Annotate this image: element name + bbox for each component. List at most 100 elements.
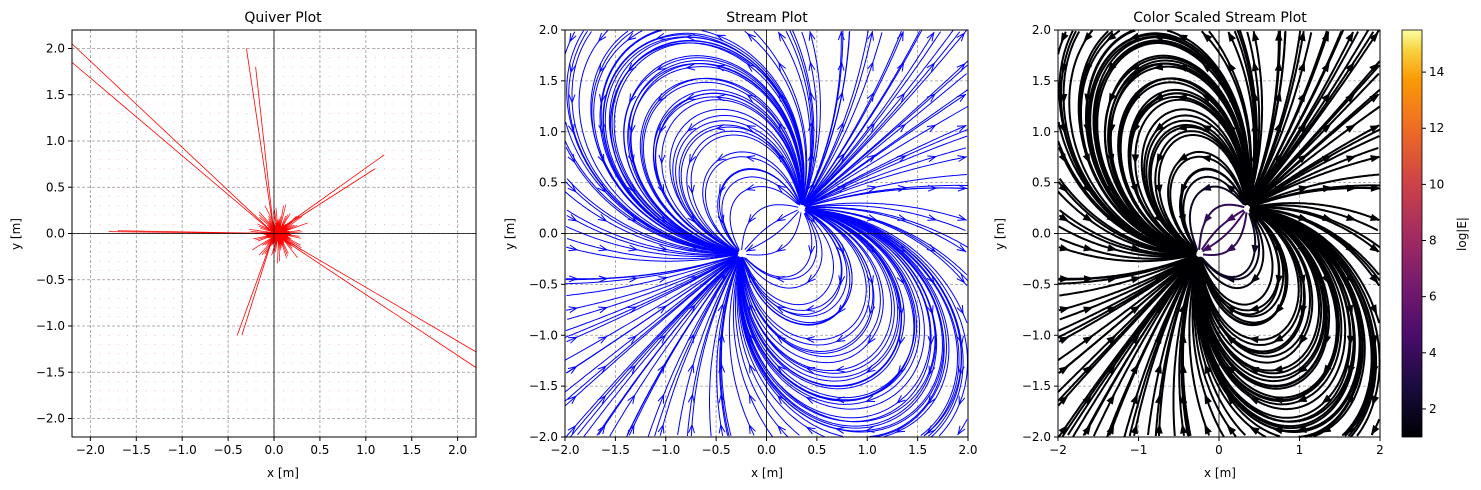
stream-arrowhead	[1106, 306, 1118, 314]
streamline	[1248, 31, 1354, 206]
streamline	[744, 209, 798, 251]
stream-arrowhead	[567, 124, 575, 134]
stream-arrowhead	[1154, 122, 1165, 132]
stream-arrowhead	[745, 184, 756, 191]
stream-arrowhead	[837, 91, 845, 102]
streamline	[568, 30, 739, 255]
streamline	[717, 168, 800, 250]
x-tick-label: −1.5	[601, 443, 630, 457]
streamline	[1058, 254, 1197, 332]
stream-arrowhead	[1369, 94, 1380, 103]
streamline	[721, 176, 800, 252]
stream-arrowhead	[1227, 31, 1236, 42]
stream-arrowhead	[746, 94, 756, 102]
stream-arrowhead	[627, 364, 637, 374]
x-tick-label: 0.5	[807, 443, 826, 457]
stream-arrowhead	[657, 334, 667, 344]
streamline	[630, 62, 803, 254]
streamline	[566, 238, 738, 260]
streamline	[1092, 255, 1199, 437]
streamline	[1181, 258, 1199, 437]
y-tick-label: −1.0	[1022, 328, 1051, 342]
stream-arrowhead	[1154, 333, 1163, 344]
x-tick-label: −1.0	[168, 443, 197, 457]
stream-arrowhead	[1321, 123, 1332, 133]
streamline	[565, 225, 738, 257]
y-tick-label: −1.0	[36, 319, 65, 333]
stream-arrowhead	[804, 336, 815, 343]
stream-arrowhead	[597, 336, 608, 344]
streamline	[803, 31, 904, 206]
stream-arrowhead	[1176, 64, 1188, 72]
stream-arrowhead	[835, 334, 846, 343]
streamline	[566, 246, 737, 262]
streamline	[804, 106, 968, 207]
color-stream-ylabel: y [m]	[993, 218, 1007, 250]
streamline	[1198, 209, 1320, 372]
streamline	[805, 31, 961, 205]
streamline	[736, 258, 800, 436]
stream-arrowhead	[1082, 183, 1092, 193]
stream-panel: Stream Plot −2.0 −1.5 −1.0 −0.5 0.0 0.5 1.0 1.5…	[503, 10, 978, 480]
stream-arrowhead	[1227, 91, 1236, 103]
stream-arrowhead	[836, 244, 845, 255]
stream-arrowhead	[1129, 62, 1141, 71]
streamline	[1199, 209, 1281, 316]
streamline	[1250, 207, 1380, 287]
quiver-arrow	[273, 233, 477, 368]
colorbar-tick-label: 14	[1429, 65, 1444, 79]
y-tick-label: 1.0	[46, 134, 65, 148]
colorbar-tick-label: 10	[1429, 177, 1444, 191]
streamline	[741, 210, 848, 317]
streamline	[627, 63, 803, 254]
stream-arrowhead	[956, 304, 964, 315]
stream-arrowhead	[956, 63, 966, 72]
stream-arrowhead	[1156, 153, 1165, 164]
color-stream-axes: −2 −1 0 1 2 −2.0 −1.5 −1.0 −0.5 0.0 0.5 1.0 1.5 2.0	[1022, 23, 1384, 457]
stream-arrowhead	[1321, 31, 1330, 42]
stream-arrowhead	[926, 274, 935, 285]
streamline	[709, 257, 741, 437]
y-tick-label: 0.0	[46, 227, 65, 241]
streamline	[806, 93, 967, 206]
streamline	[1248, 31, 1330, 206]
stream-arrowhead	[897, 185, 908, 192]
x-tick-label: 0.5	[310, 443, 329, 457]
streamline	[680, 126, 802, 252]
stream-arrowhead	[716, 153, 726, 162]
streamline	[804, 31, 873, 204]
x-tick-label: −1.0	[651, 443, 680, 457]
streamline	[805, 202, 967, 221]
stream-arrowhead	[805, 426, 816, 435]
streamline	[732, 259, 773, 437]
stream-arrowhead	[1202, 32, 1213, 43]
streamline	[1198, 210, 1287, 326]
streamline	[805, 208, 947, 438]
streamline	[1058, 209, 1196, 256]
stream-arrowhead	[746, 32, 756, 42]
stream-arrowhead	[1296, 425, 1307, 434]
x-tick-label: −2	[1049, 443, 1067, 457]
stream-arrowhead	[1059, 244, 1070, 252]
x-tick-label: 2.0	[958, 443, 977, 457]
streamline	[720, 258, 740, 437]
x-tick-label: 1	[1296, 443, 1304, 457]
streamline	[1247, 30, 1264, 206]
colorbar-tick-label: 6	[1429, 290, 1437, 304]
y-tick-label: 0.5	[539, 176, 558, 190]
stream-arrowhead	[715, 64, 726, 72]
stream-arrowhead	[927, 336, 935, 346]
stream-arrowhead	[1107, 244, 1118, 252]
streamline	[677, 257, 740, 436]
y-tick-label: −0.5	[1022, 277, 1051, 291]
quiver-arrow	[71, 62, 275, 234]
streamline	[1249, 29, 1380, 205]
stream-arrowhead	[1250, 273, 1260, 284]
streamline	[705, 156, 801, 253]
stream-arrowhead	[1152, 63, 1164, 71]
stream-arrowhead	[715, 34, 726, 42]
stream-arrowhead	[808, 91, 816, 102]
streamline	[1193, 258, 1237, 438]
streamline	[565, 254, 739, 285]
streamline	[1169, 155, 1247, 253]
